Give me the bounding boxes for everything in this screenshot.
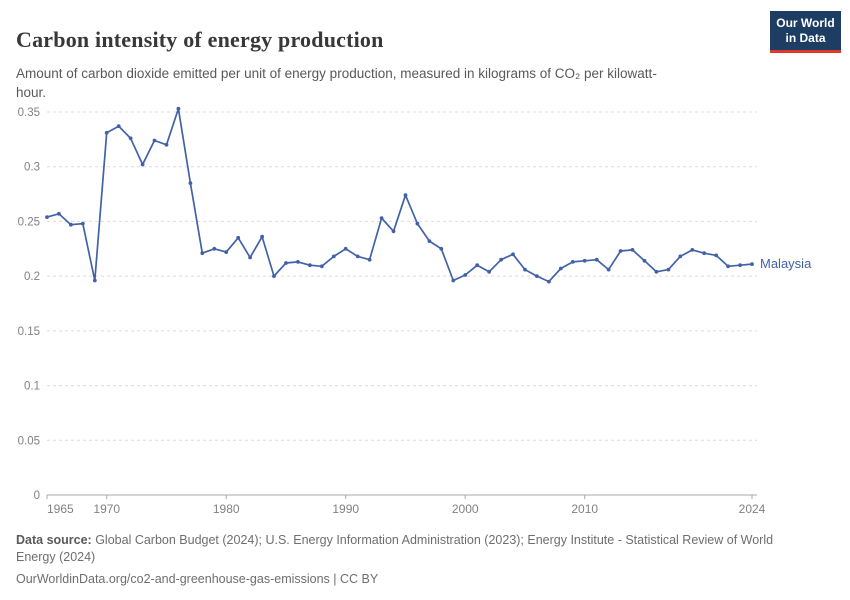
data-point[interactable]: [630, 248, 635, 252]
data-point[interactable]: [152, 138, 157, 143]
data-point[interactable]: [523, 267, 527, 272]
y-axis-tick-label: 0.35: [18, 107, 40, 119]
data-point[interactable]: [284, 261, 288, 265]
data-point[interactable]: [260, 234, 264, 239]
data-point[interactable]: [570, 260, 575, 264]
y-axis-tick-label: 0.15: [18, 326, 40, 338]
series-label-malaysia[interactable]: Malaysia: [760, 256, 812, 271]
data-point[interactable]: [738, 263, 742, 268]
data-point[interactable]: [547, 279, 551, 284]
data-point[interactable]: [248, 255, 253, 260]
x-axis-tick-label: 2024: [739, 502, 766, 516]
x-axis-tick-label: 1980: [213, 502, 240, 516]
data-point[interactable]: [319, 264, 324, 269]
data-source-line: Data source: Global Carbon Budget (2024)…: [16, 532, 788, 566]
data-point[interactable]: [104, 130, 109, 135]
data-point[interactable]: [379, 216, 384, 221]
data-point[interactable]: [750, 262, 754, 266]
x-axis-tick-label: 1970: [93, 502, 120, 516]
x-axis-tick-label: 2000: [452, 502, 479, 516]
chart-footer: Data source: Global Carbon Budget (2024)…: [16, 532, 788, 588]
data-point[interactable]: [140, 162, 145, 167]
chart-subtitle: Amount of carbon dioxide emitted per uni…: [16, 65, 657, 101]
owid-logo-line2: in Data: [785, 31, 826, 45]
data-point[interactable]: [463, 273, 468, 277]
data-point[interactable]: [212, 246, 217, 251]
data-point[interactable]: [296, 260, 300, 264]
data-point[interactable]: [654, 269, 659, 274]
data-point[interactable]: [128, 136, 133, 141]
data-point[interactable]: [642, 258, 647, 263]
data-point[interactable]: [606, 267, 611, 272]
data-point[interactable]: [343, 246, 348, 251]
data-point[interactable]: [487, 269, 491, 274]
data-point[interactable]: [439, 246, 444, 251]
x-axis-tick-label: 2010: [571, 502, 598, 516]
data-point[interactable]: [367, 257, 372, 262]
data-point[interactable]: [188, 181, 193, 186]
data-point[interactable]: [200, 251, 205, 256]
y-axis-tick-label: 0.05: [18, 435, 40, 447]
data-point[interactable]: [391, 229, 396, 234]
data-point[interactable]: [355, 254, 360, 259]
data-point[interactable]: [451, 278, 456, 283]
page-title: Carbon intensity of energy production: [16, 26, 384, 52]
owid-logo-line1: Our World: [776, 16, 835, 30]
data-point[interactable]: [45, 215, 49, 220]
data-point[interactable]: [702, 251, 707, 256]
data-point[interactable]: [116, 124, 121, 129]
data-point[interactable]: [403, 193, 408, 198]
data-point[interactable]: [582, 258, 587, 263]
data-point[interactable]: [308, 263, 312, 268]
data-point[interactable]: [236, 235, 241, 240]
series-line-malaysia[interactable]: [46, 107, 753, 283]
data-point[interactable]: [618, 249, 623, 253]
x-axis-tick-label: 1965: [47, 502, 74, 516]
y-axis-tick-label: 0.25: [18, 216, 40, 228]
owid-logo[interactable]: Our World in Data: [770, 11, 841, 53]
y-axis-tick-label: 0.2: [24, 271, 40, 283]
data-point[interactable]: [164, 142, 169, 147]
data-source-text: Global Carbon Budget (2024); U.S. Energy…: [16, 533, 774, 564]
data-point[interactable]: [69, 222, 73, 227]
data-point[interactable]: [80, 221, 85, 226]
license-line[interactable]: OurWorldinData.org/co2-and-greenhouse-ga…: [16, 571, 379, 586]
data-point[interactable]: [511, 252, 515, 257]
data-point[interactable]: [690, 248, 695, 252]
data-point[interactable]: [331, 254, 336, 259]
data-point[interactable]: [92, 278, 97, 283]
y-axis-tick-label: 0.3: [24, 162, 40, 174]
data-point[interactable]: [535, 274, 539, 278]
data-source-label: Data source:: [16, 533, 92, 547]
data-point[interactable]: [666, 267, 671, 272]
data-point[interactable]: [272, 274, 276, 278]
data-point[interactable]: [415, 221, 420, 226]
data-point[interactable]: [57, 211, 61, 216]
data-point[interactable]: [594, 257, 599, 262]
data-point[interactable]: [714, 253, 719, 258]
data-point[interactable]: [678, 254, 683, 259]
y-axis-tick-label: 0.1: [24, 381, 40, 393]
data-point[interactable]: [558, 266, 563, 271]
y-axis-tick-label: 0: [34, 490, 40, 502]
data-point[interactable]: [427, 239, 432, 244]
x-axis-tick-label: 1990: [332, 502, 359, 516]
data-point[interactable]: [176, 106, 181, 111]
data-point[interactable]: [499, 257, 503, 262]
data-point[interactable]: [726, 264, 730, 269]
data-point[interactable]: [224, 250, 229, 255]
data-point[interactable]: [475, 263, 480, 268]
